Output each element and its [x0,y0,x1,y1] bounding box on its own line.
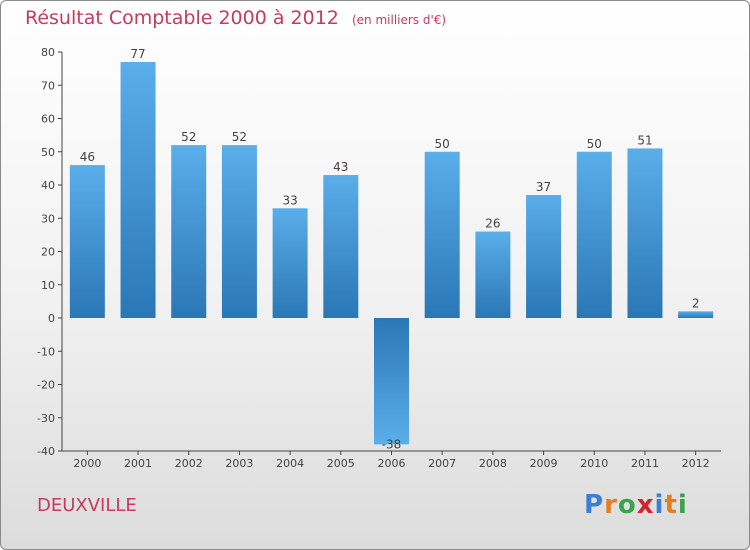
bar-2012 [678,311,714,318]
bar-2002 [171,145,207,318]
y-tick-label: 50 [41,146,55,159]
y-tick-label: 0 [48,312,55,325]
data-label-2007: 50 [435,137,450,151]
x-tick-label: 2006 [378,457,406,470]
data-label-2005: 43 [333,160,348,174]
x-tick-label: 2005 [327,457,355,470]
y-tick-label: -20 [37,379,55,392]
y-tick-label: 10 [41,279,55,292]
x-tick-label: 2011 [631,457,659,470]
data-label-2008: 26 [485,217,500,231]
y-tick-label: -40 [37,445,55,458]
logo-letter: x [636,490,655,520]
x-tick-label: 2003 [225,457,253,470]
logo-letter: r [604,490,618,520]
y-tick-label: 30 [41,212,55,225]
logo-letter: P [584,490,605,520]
data-label-2003: 52 [232,130,247,144]
data-label-2004: 33 [282,193,297,207]
bar-2009 [526,194,562,318]
y-tick-label: 60 [41,113,55,126]
data-label-2000: 46 [80,150,95,164]
x-tick-label: 2008 [479,457,507,470]
y-tick-label: -30 [37,412,55,425]
proxiti-logo[interactable]: Proxiti [584,490,688,520]
bar-2007 [424,151,460,318]
logo-letter: i [654,490,665,520]
title-row: Résultat Comptable 2000 à 2012 (en milli… [25,7,446,29]
chart-subtitle: (en milliers d'€) [351,13,447,27]
data-label-2002: 52 [181,130,196,144]
bar-2004 [272,208,308,318]
bar-2011 [627,148,663,318]
x-tick-label: 2010 [580,457,608,470]
x-tick-label: 2000 [73,457,101,470]
y-tick-label: 40 [41,179,55,192]
logo-letter: t [664,490,678,520]
bar-2008 [475,231,511,318]
x-tick-label: 2001 [124,457,152,470]
x-tick-label: 2007 [428,457,456,470]
x-tick-label: 2012 [682,457,710,470]
bar-2010 [576,151,612,318]
data-label-2006: -38 [382,437,402,451]
x-tick-label: 2002 [175,457,203,470]
bar-2000 [69,165,105,318]
logo-letter: o [617,490,637,520]
commune-name: DEUXVILLE [37,495,137,516]
y-tick-label: 70 [41,79,55,92]
data-label-2001: 77 [130,47,145,61]
y-tick-label: -10 [37,345,55,358]
logo-letter: i [677,490,688,520]
bar-2005 [323,175,359,318]
x-tick-label: 2009 [530,457,558,470]
data-labels: 46 77 52 52 33 43 -38 50 26 37 50 51 2 [80,47,700,451]
bar-2003 [221,145,257,318]
chart-title: Résultat Comptable 2000 à 2012 [25,7,339,29]
y-tick-label: 20 [41,246,55,259]
data-label-2009: 37 [536,180,551,194]
data-label-2010: 50 [587,137,602,151]
bar-2001 [120,61,156,318]
data-label-2012: 2 [692,296,700,310]
axes: -40 -30 -20 -10 0 10 20 30 40 50 60 70 80 2000 2001 200… [37,46,721,470]
bars [69,61,714,445]
y-tick-label: 80 [41,46,55,59]
x-tick-label: 2004 [276,457,304,470]
bar-2006 [374,318,409,445]
data-label-2011: 51 [637,133,652,147]
